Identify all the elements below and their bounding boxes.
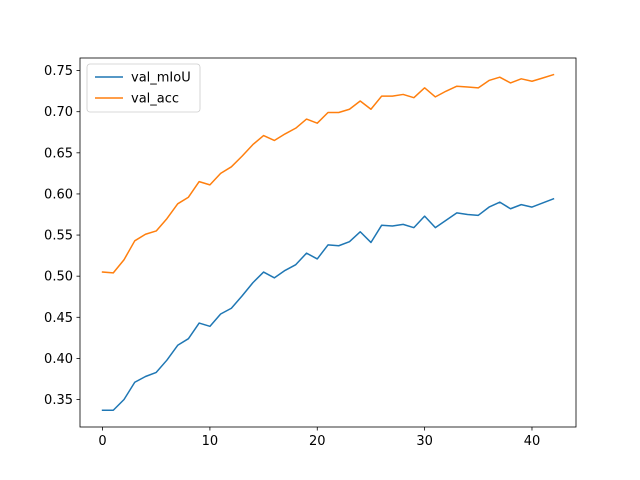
y-tick-label: 0.60 [44, 187, 73, 202]
x-tick-label: 0 [98, 434, 106, 449]
y-tick-label: 0.40 [44, 352, 73, 367]
y-tick-label: 0.35 [44, 393, 73, 408]
legend: val_mIoU val_acc [86, 63, 201, 113]
x-tick-label: 10 [202, 434, 219, 449]
y-tick-label: 0.75 [44, 64, 73, 79]
plot-area [101, 73, 555, 411]
x-tick-label: 30 [416, 434, 433, 449]
x-tick-label: 20 [309, 434, 326, 449]
axes: 0 10 20 30 40 0.35 0.40 0.45 0.50 0.55 0.60 0.65 0.7… [44, 57, 577, 449]
axes-frame [79, 57, 577, 428]
y-tick-label: 0.55 [44, 229, 73, 244]
y-tick-label: 0.70 [44, 105, 73, 120]
x-tick-label: 40 [524, 434, 541, 449]
y-tick-label: 0.45 [44, 311, 73, 326]
y-tick-label: 0.65 [44, 146, 73, 161]
series-line-val-acc [101, 73, 555, 274]
legend-box [86, 63, 201, 113]
series-line-val-mIoU [101, 197, 555, 411]
legend-label-val-acc: val_acc [131, 92, 179, 107]
y-tick-label: 0.50 [44, 270, 73, 285]
legend-label-val-mIoU: val_mIoU [131, 71, 191, 86]
